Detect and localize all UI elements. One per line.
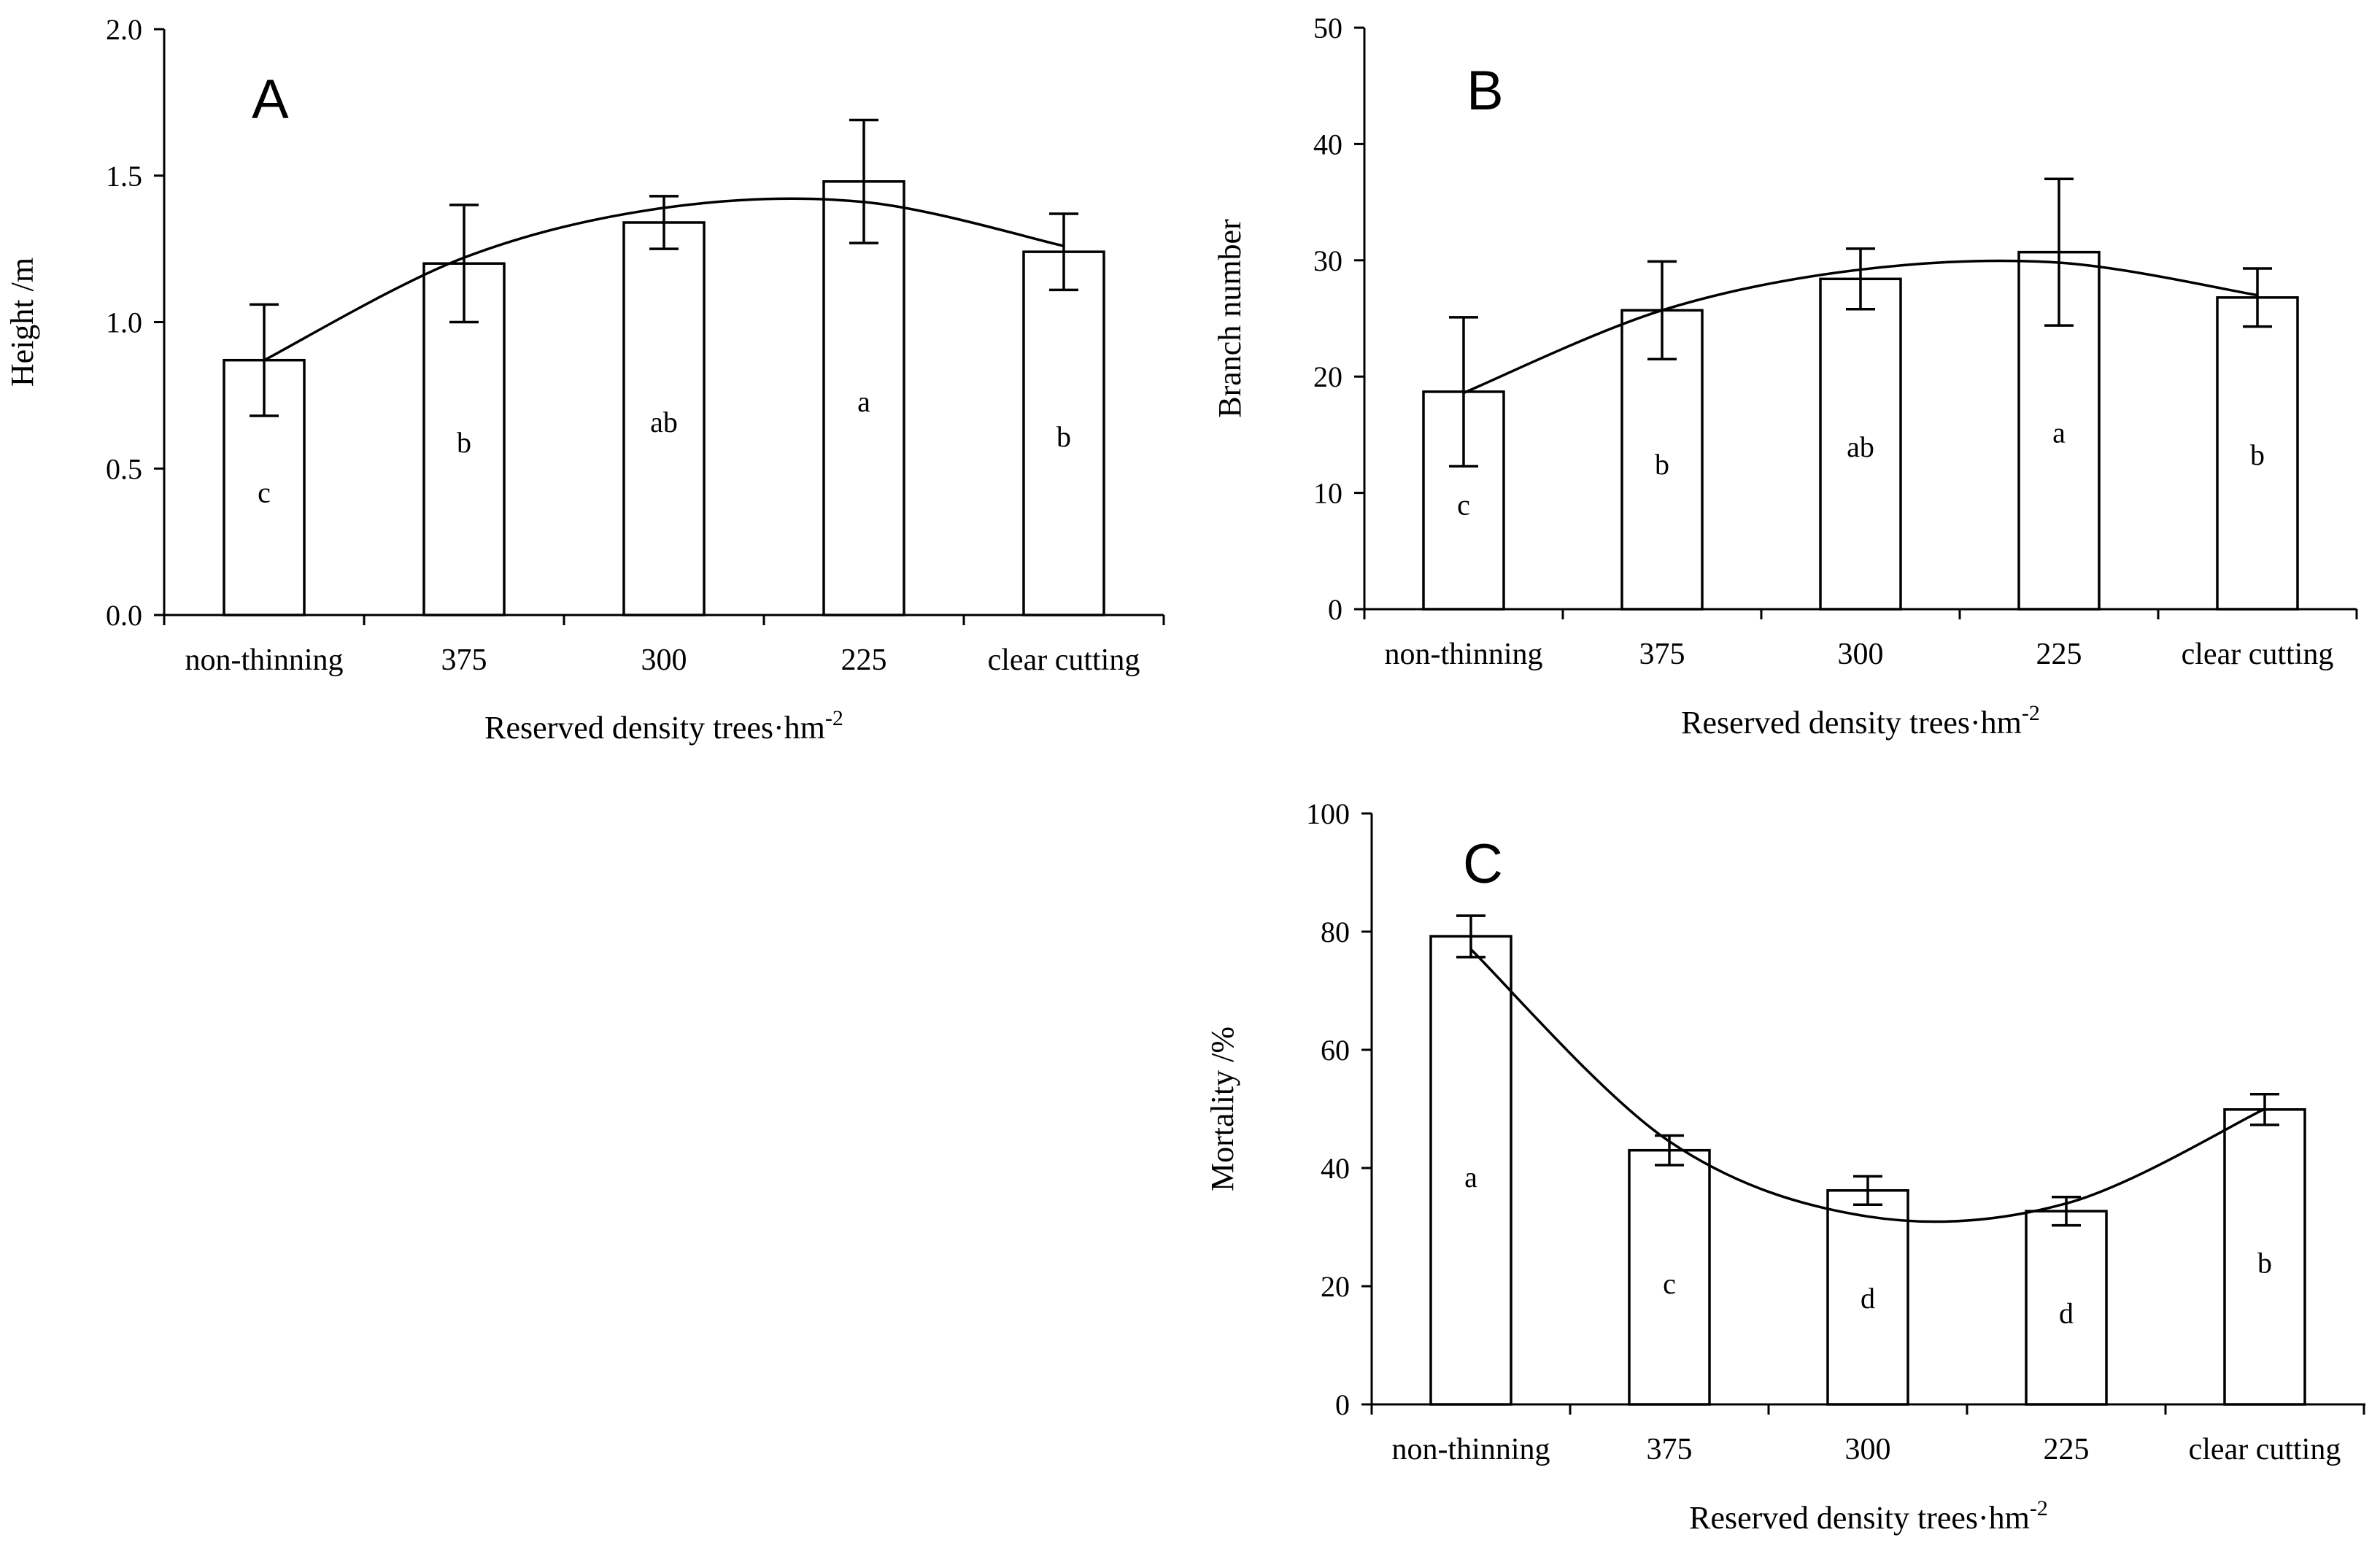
panel-b-trend-curve — [1463, 259, 2258, 395]
panel-c-y-tick-label: 60 — [1321, 1034, 1350, 1067]
chart-panel-b: 0 10 20 30 40 50 c non-thinning b 375 ab 300 a 225 b cl… — [1212, 12, 2358, 740]
panel-a-x-tick-label: 225 — [841, 643, 887, 677]
panel-b-x-tick-label: 300 — [1838, 638, 1884, 671]
panel-b-significance-label: a — [2052, 417, 2066, 449]
chart-panel-a: 0.0 0.5 1.0 1.5 2.0 c non-thinning b 375 ab 300 a 22… — [4, 13, 1165, 746]
panel-a-y-tick-label: 2.0 — [106, 13, 142, 46]
panel-c-y-tick-label: 0 — [1335, 1388, 1350, 1421]
panel-b-y-axis-title: Branch number — [1212, 219, 1248, 418]
panel-c-x-tick-label: 375 — [1647, 1433, 1693, 1466]
panel-a-trend-curve — [263, 197, 1065, 362]
panel-a-bar — [223, 358, 306, 616]
panel-b-x-tick-label: 375 — [1639, 638, 1685, 671]
panel-c-x-tick-label: 300 — [1845, 1433, 1891, 1466]
panel-c-trend-curve — [1469, 948, 2265, 1223]
panel-b-x-axis-title: Reserved density trees·hm-2 — [1681, 701, 2040, 740]
panel-c-significance-label: b — [2257, 1247, 2272, 1280]
panel-a-y-tick-label: 1.0 — [106, 306, 142, 339]
panel-b-significance-label: b — [2250, 438, 2265, 471]
panel-c-y-tick-label: 100 — [1306, 797, 1350, 830]
panel-b-y-tick-label: 0 — [1328, 593, 1342, 626]
panel-a-bar — [1022, 250, 1105, 616]
panel-c-y-axis-title: Mortality /% — [1205, 1026, 1240, 1191]
panel-a-y-axis-title: Height /m — [4, 258, 40, 387]
panel-a-significance-label: b — [457, 426, 471, 459]
panel-b-x-tick-label: 225 — [2036, 638, 2082, 671]
panel-c-x-tick-label: 225 — [2044, 1433, 2090, 1466]
panel-c-bar — [1826, 1189, 1909, 1406]
panel-b-y-tick-label: 30 — [1313, 244, 1342, 277]
panel-b-letter: B — [1467, 60, 1504, 122]
panel-c-y-tick-label: 80 — [1321, 916, 1350, 948]
panel-a-bar — [622, 221, 706, 616]
panel-b-y-tick-label: 10 — [1313, 477, 1342, 510]
panel-b-y-tick-label: 20 — [1313, 360, 1342, 393]
panel-a-x-tick-label: clear cutting — [988, 643, 1140, 677]
panel-c-x-tick-label: non-thinning — [1392, 1433, 1550, 1466]
panel-c-y-tick-label: 20 — [1321, 1270, 1350, 1303]
panel-b-significance-label: ab — [1847, 430, 1874, 463]
panel-c-significance-label: c — [1663, 1267, 1676, 1300]
panel-c-bar — [1628, 1148, 1711, 1406]
panel-c-significance-label: d — [1861, 1282, 1875, 1315]
panel-a-x-tick-label: 300 — [641, 643, 687, 677]
panel-c-significance-label: a — [1464, 1161, 1477, 1194]
panel-c-letter: C — [1463, 833, 1503, 895]
panel-c-x-tick-label: clear cutting — [2189, 1433, 2341, 1466]
panel-b-x-tick-label: non-thinning — [1385, 638, 1543, 671]
panel-b-bar — [1819, 277, 1902, 611]
panel-b-significance-label: b — [1655, 448, 1669, 481]
panel-b-x-tick-label: clear cutting — [2182, 638, 2334, 671]
panel-a-letter: A — [252, 69, 289, 131]
panel-a-significance-label: b — [1056, 420, 1071, 453]
panel-a-x-tick-label: 375 — [441, 643, 487, 677]
panel-a-x-tick-label: non-thinning — [185, 643, 344, 677]
panel-b-y-tick-label: 50 — [1313, 12, 1342, 45]
panel-a-significance-label: c — [258, 476, 271, 508]
panel-c-significance-label: d — [2059, 1296, 2074, 1329]
panel-c-bar — [1429, 935, 1512, 1406]
panel-b-significance-label: c — [1457, 489, 1470, 522]
chart-panel-c: 0 20 40 60 80 100 a non-thinning c 375 d 300 d 225 b cl… — [1205, 797, 2365, 1536]
panel-b-y-tick-label: 40 — [1313, 128, 1342, 161]
panel-a-x-axis-title: Reserved density trees·hm-2 — [484, 706, 843, 746]
panel-c-x-axis-title: Reserved density trees·hm-2 — [1689, 1496, 2048, 1536]
panel-a-significance-label: ab — [650, 406, 678, 438]
panel-a-y-tick-label: 0.5 — [106, 452, 142, 485]
panel-b-bar — [2216, 296, 2299, 611]
panel-a-significance-label: a — [857, 385, 870, 418]
panel-a-y-tick-label: 1.5 — [106, 160, 142, 193]
panel-c-y-tick-label: 40 — [1321, 1152, 1350, 1185]
panel-a-y-tick-label: 0.0 — [106, 599, 142, 632]
